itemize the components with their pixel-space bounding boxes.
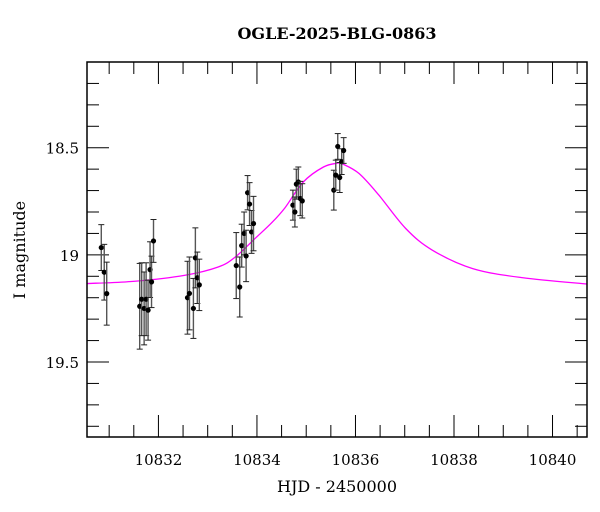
data-marker bbox=[145, 307, 151, 313]
y-tick-label: 18.5 bbox=[46, 140, 79, 158]
data-marker bbox=[101, 269, 107, 275]
data-point bbox=[150, 219, 157, 263]
data-point bbox=[299, 183, 306, 219]
y-axis-label: I magnitude bbox=[10, 201, 29, 299]
data-marker bbox=[186, 290, 193, 297]
tick-labels: 10832 10834 10836 10838 10840 18.5 19 19.5 bbox=[46, 140, 577, 469]
data-point bbox=[98, 224, 105, 271]
data-point bbox=[196, 258, 203, 312]
data-marker bbox=[139, 296, 145, 302]
data-marker bbox=[233, 262, 239, 269]
data-marker bbox=[250, 220, 257, 227]
data-marker bbox=[246, 201, 253, 207]
data-marker bbox=[335, 143, 341, 150]
data-point bbox=[332, 159, 339, 191]
data-marker bbox=[150, 238, 157, 244]
x-tick-label: 10840 bbox=[529, 451, 577, 469]
data-point bbox=[334, 133, 341, 160]
x-axis-label: HJD - 2450000 bbox=[277, 477, 397, 496]
data-marker bbox=[104, 291, 110, 297]
data-point bbox=[238, 223, 245, 268]
axis-ticks bbox=[87, 61, 587, 437]
data-marker bbox=[299, 198, 305, 204]
y-tick-label: 19 bbox=[60, 247, 79, 265]
data-marker bbox=[337, 174, 343, 181]
data-marker bbox=[190, 305, 197, 312]
data-point bbox=[186, 256, 193, 331]
model-curve-group bbox=[86, 161, 588, 285]
data-marker bbox=[237, 284, 243, 290]
data-point bbox=[233, 232, 240, 300]
data-marker bbox=[148, 279, 155, 285]
chart-title: OGLE-2025-BLG-0863 bbox=[237, 24, 436, 43]
data-point bbox=[103, 261, 110, 326]
data-marker bbox=[239, 243, 245, 249]
plot-frame bbox=[86, 61, 588, 438]
data-points-group bbox=[98, 133, 347, 350]
data-point bbox=[190, 277, 197, 339]
data-marker bbox=[243, 253, 249, 259]
data-marker bbox=[98, 244, 104, 251]
data-marker bbox=[333, 172, 339, 178]
y-tick-label: 19.5 bbox=[46, 354, 79, 372]
x-tick-label: 10838 bbox=[430, 451, 478, 469]
data-marker bbox=[341, 147, 347, 154]
data-point bbox=[250, 195, 257, 252]
x-tick-label: 10834 bbox=[233, 451, 281, 469]
data-point bbox=[148, 255, 155, 309]
data-point bbox=[243, 229, 250, 283]
x-tick-label: 10836 bbox=[332, 451, 380, 469]
model-curve bbox=[86, 161, 588, 285]
x-tick-label: 10832 bbox=[135, 451, 183, 469]
data-marker bbox=[292, 209, 298, 215]
data-marker bbox=[196, 282, 202, 288]
data-point bbox=[340, 137, 347, 164]
